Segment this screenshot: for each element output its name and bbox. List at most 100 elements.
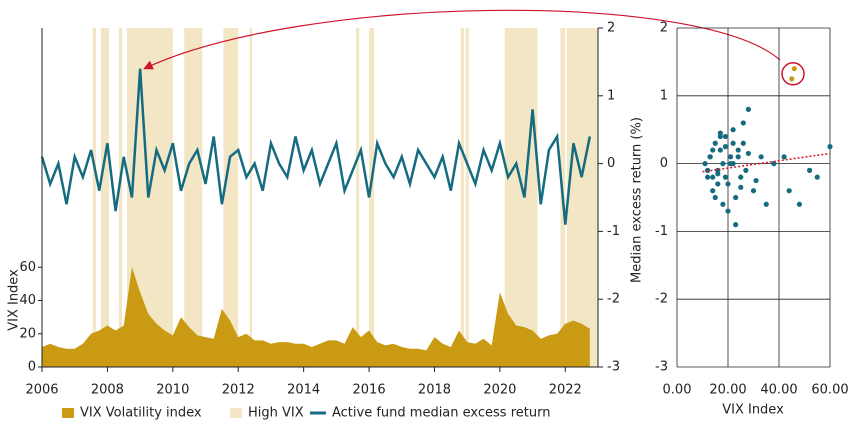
x-tick-label: 2016 — [353, 383, 386, 398]
scatter-point — [715, 181, 721, 187]
x-tick-label: 60.00 — [811, 383, 848, 398]
scatter-point — [702, 161, 708, 167]
scatter-point — [814, 174, 820, 180]
trend-line — [702, 152, 831, 173]
x-tick-label: 40.00 — [760, 383, 797, 398]
x-tick-label: 2020 — [483, 383, 516, 398]
scatter-point — [807, 167, 813, 173]
scatter-point — [722, 174, 729, 180]
y-tick-label: 40 — [19, 293, 36, 308]
x-tick-label: 2010 — [156, 383, 189, 398]
scatter-point — [827, 144, 833, 150]
scatter-point — [717, 130, 723, 136]
scatter-point — [725, 181, 731, 187]
vix-area — [42, 267, 590, 367]
scatter-point — [735, 154, 741, 160]
scatter-point — [707, 154, 713, 160]
scatter-point — [763, 201, 769, 207]
high-vix-band — [223, 28, 239, 367]
excess-return-line — [40, 68, 592, 225]
scatter-point — [735, 147, 741, 153]
scatter-point — [712, 194, 718, 201]
scatter-point — [710, 188, 716, 194]
scatter-point — [750, 188, 757, 194]
high-vix-band — [184, 28, 203, 367]
legend-swatch — [230, 408, 242, 418]
y-tick-label: 2 — [660, 21, 668, 36]
scatter-point — [722, 133, 729, 140]
legend-label: Active fund median excess return — [332, 406, 550, 421]
scatter-point — [743, 167, 749, 173]
legend-label: VIX Volatility index — [80, 406, 202, 421]
scatter-point — [730, 161, 736, 167]
scatter-point — [758, 154, 764, 160]
y-tick-label: 0 — [28, 360, 36, 375]
high-vix-band — [369, 28, 374, 367]
scatter-point — [712, 140, 718, 146]
y-tick-label: -1 — [655, 224, 668, 239]
legend-label: High VIX — [248, 406, 304, 421]
y-tick-label: -2 — [655, 292, 668, 307]
y-tick-label: 0 — [660, 156, 668, 171]
high-vix-band — [249, 28, 252, 367]
scatter-point — [786, 188, 792, 194]
y2-tick-label: 2 — [607, 21, 615, 36]
scatter-point — [740, 140, 746, 146]
scatter-point — [791, 66, 797, 72]
y-tick-label: 60 — [19, 260, 36, 275]
x-tick-label: 2018 — [418, 383, 451, 398]
scatter-point — [740, 120, 746, 126]
scatter-point — [745, 106, 752, 112]
scatter-point — [781, 154, 787, 160]
x-tick-label: 2012 — [222, 383, 255, 398]
y2-tick-label: 1 — [607, 88, 615, 103]
high-vix-band — [118, 28, 123, 367]
scatter-point — [717, 147, 723, 153]
y2-tick-label: -2 — [607, 292, 620, 307]
y-tick-label: 20 — [19, 326, 36, 341]
x-tick-label: 20.00 — [709, 383, 746, 398]
scatter-point — [705, 174, 711, 180]
x-tick-label: 0.00 — [663, 383, 692, 398]
scatter-point — [720, 201, 726, 207]
high-vix-band — [355, 28, 360, 367]
scatter-point — [722, 144, 729, 150]
y2-axis-label: Median excess return (%) — [630, 117, 645, 283]
scatter-point — [738, 174, 744, 180]
scatter-point — [725, 208, 731, 214]
x-tick-label: 2022 — [549, 383, 582, 398]
x-tick-label: 2008 — [91, 383, 124, 398]
scatter-point — [753, 177, 759, 184]
y2-tick-label: -1 — [607, 224, 620, 239]
high-vix-band — [92, 28, 96, 367]
y2-tick-label: 0 — [607, 156, 615, 171]
scatter-point — [738, 184, 744, 190]
scatter-point — [727, 154, 734, 160]
legend-swatch — [62, 408, 74, 418]
high-vix-band — [460, 28, 464, 367]
scatter-point — [733, 194, 739, 201]
y-axis-label: VIX Index — [7, 269, 22, 331]
scatter-point — [710, 174, 716, 180]
y-tick-label: -3 — [655, 360, 668, 375]
scatter-point — [715, 171, 721, 177]
scatter-point — [730, 140, 736, 146]
y2-tick-label: -3 — [607, 360, 620, 375]
high-vix-band — [566, 28, 598, 367]
highlight-circle — [781, 62, 805, 86]
x-axis-label: VIX Index — [722, 403, 784, 418]
scatter-point — [789, 76, 795, 82]
y-tick-label: 1 — [660, 88, 668, 103]
high-vix-band — [465, 28, 469, 367]
scatter-point — [710, 147, 716, 153]
scatter-point — [745, 150, 752, 157]
high-vix-band — [504, 28, 538, 367]
scatter-point — [796, 201, 803, 207]
scatter-point — [730, 127, 736, 133]
scatter-point — [733, 222, 739, 228]
x-tick-label: 2014 — [287, 383, 320, 398]
x-tick-label: 2006 — [25, 383, 58, 398]
scatter-point — [720, 161, 726, 167]
high-vix-band — [100, 28, 110, 367]
